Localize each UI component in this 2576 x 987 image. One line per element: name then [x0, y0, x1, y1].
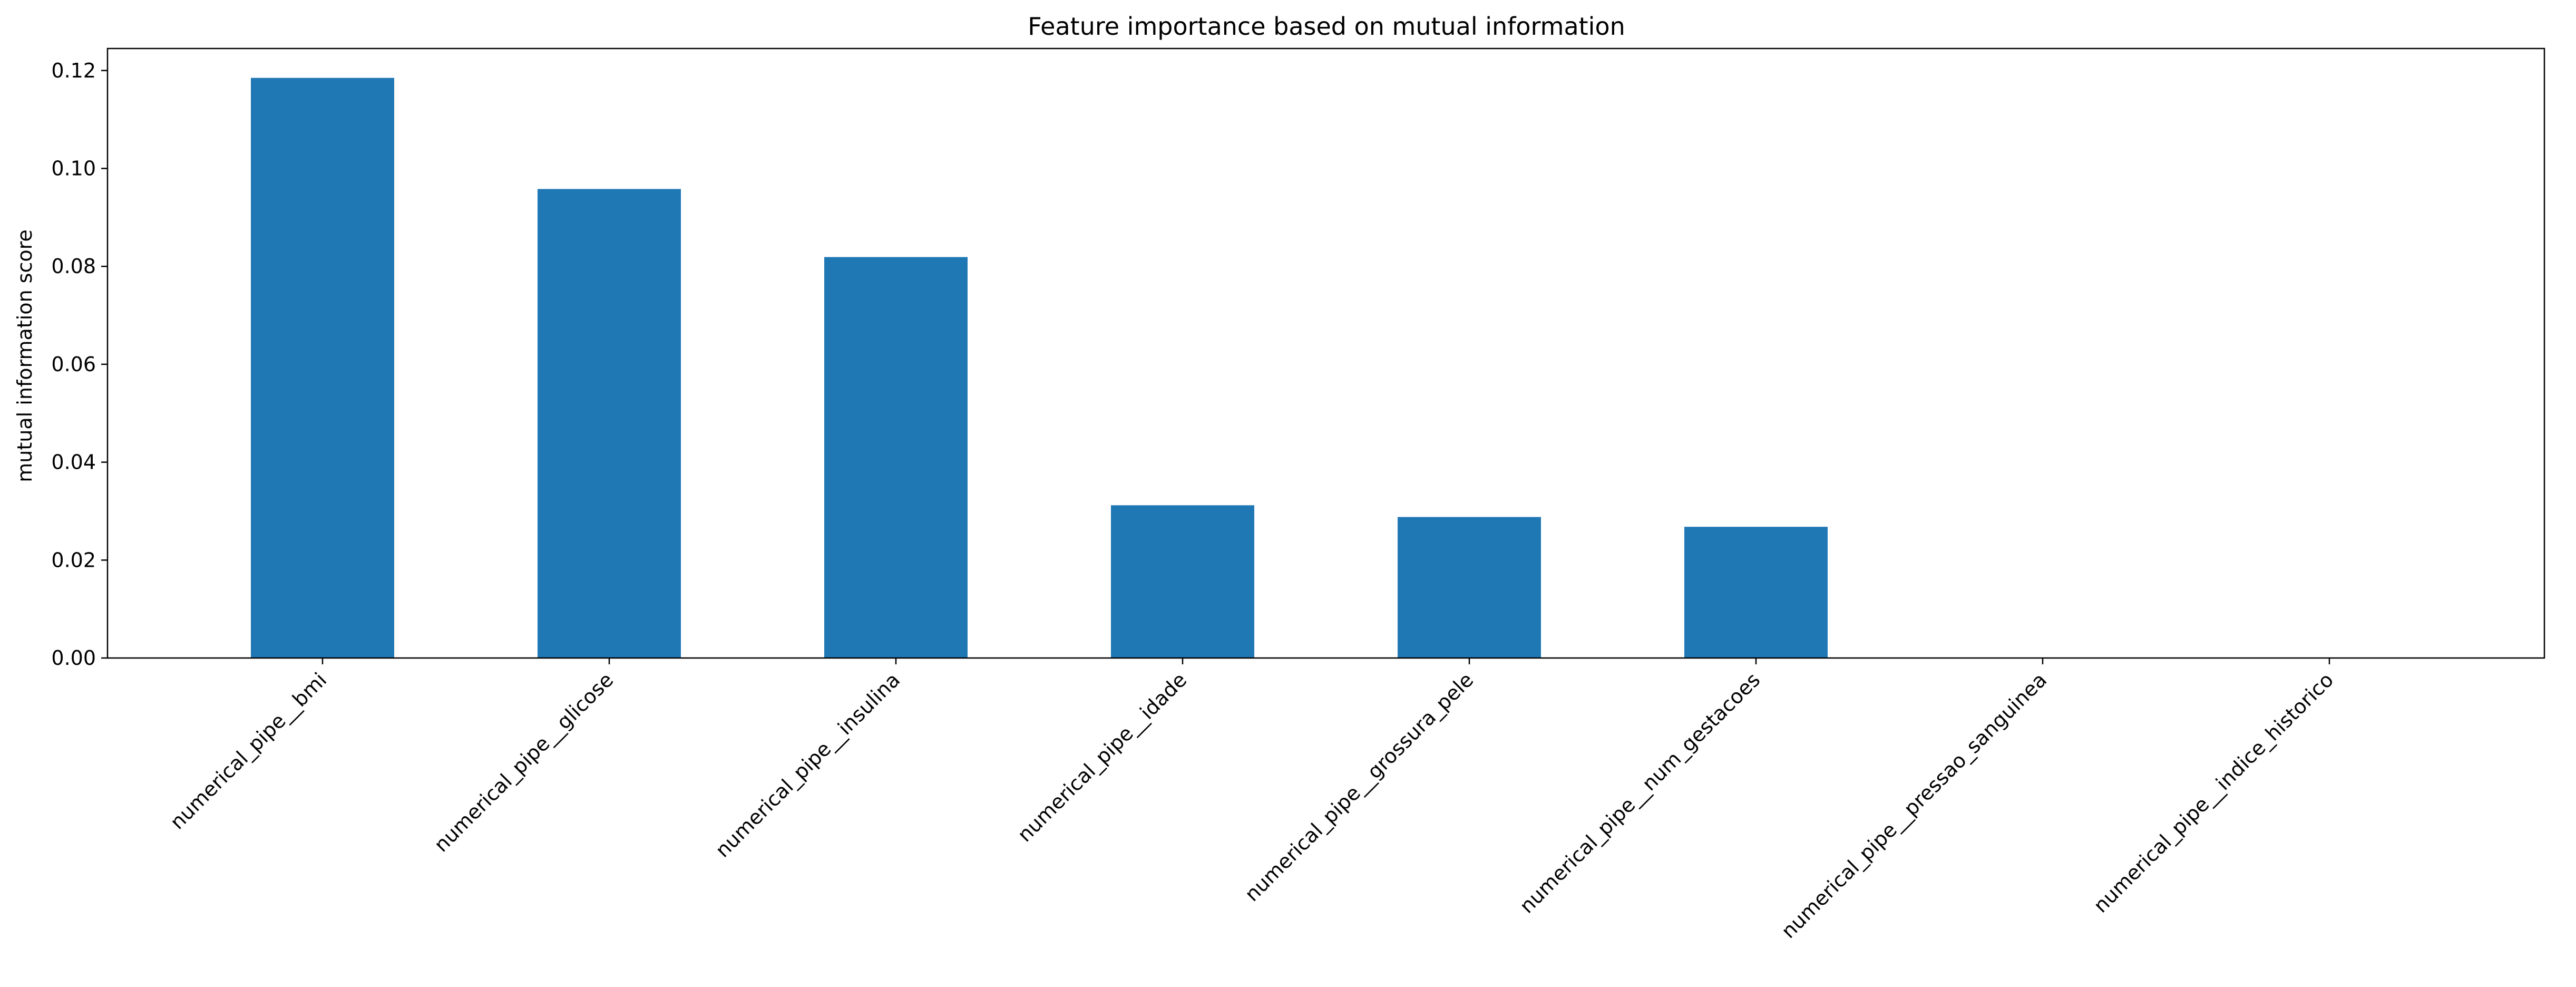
bar-5: [1398, 517, 1541, 658]
x-tick-label: numerical_pipe__glicose: [430, 668, 618, 856]
y-tick-label: 0.08: [51, 255, 96, 278]
bar-1: [251, 78, 394, 659]
y-axis-label: mutual information score: [13, 229, 36, 482]
bar-4: [1111, 505, 1254, 658]
y-tick-label: 0.06: [51, 353, 96, 376]
bar-3: [824, 257, 968, 658]
y-tick-label: 0.00: [51, 646, 96, 670]
x-tick-label: numerical_pipe__insulina: [711, 668, 904, 862]
chart-title: Feature importance based on mutual infor…: [1028, 12, 1625, 41]
plot-area-frame: [106, 47, 2545, 659]
x-axis-ticks: numerical_pipe__bmi numerical_pipe__glico…: [165, 658, 2338, 943]
bars-group: [251, 78, 1828, 659]
y-axis-ticks: 0.00 0.02 0.04 0.06 0.08 0.10 0.12: [51, 59, 108, 670]
y-tick-label: 0.10: [51, 157, 96, 180]
bar-6: [1684, 527, 1828, 658]
x-tick-label: numerical_pipe__num_gestacoes: [1515, 668, 1765, 918]
bar-2: [538, 189, 681, 658]
x-tick-label: numerical_pipe__pressao_sanguinea: [1777, 668, 2051, 943]
x-tick-label: numerical_pipe__idade: [1013, 668, 1191, 846]
x-tick-label: numerical_pipe__grossura_pele: [1240, 668, 1478, 906]
y-tick-label: 0.04: [51, 451, 96, 474]
y-tick-label: 0.12: [51, 59, 96, 82]
x-tick-label: numerical_pipe__indice_historico: [2089, 668, 2338, 917]
x-tick-label: numerical_pipe__bmi: [165, 668, 331, 834]
y-tick-label: 0.02: [51, 548, 96, 572]
